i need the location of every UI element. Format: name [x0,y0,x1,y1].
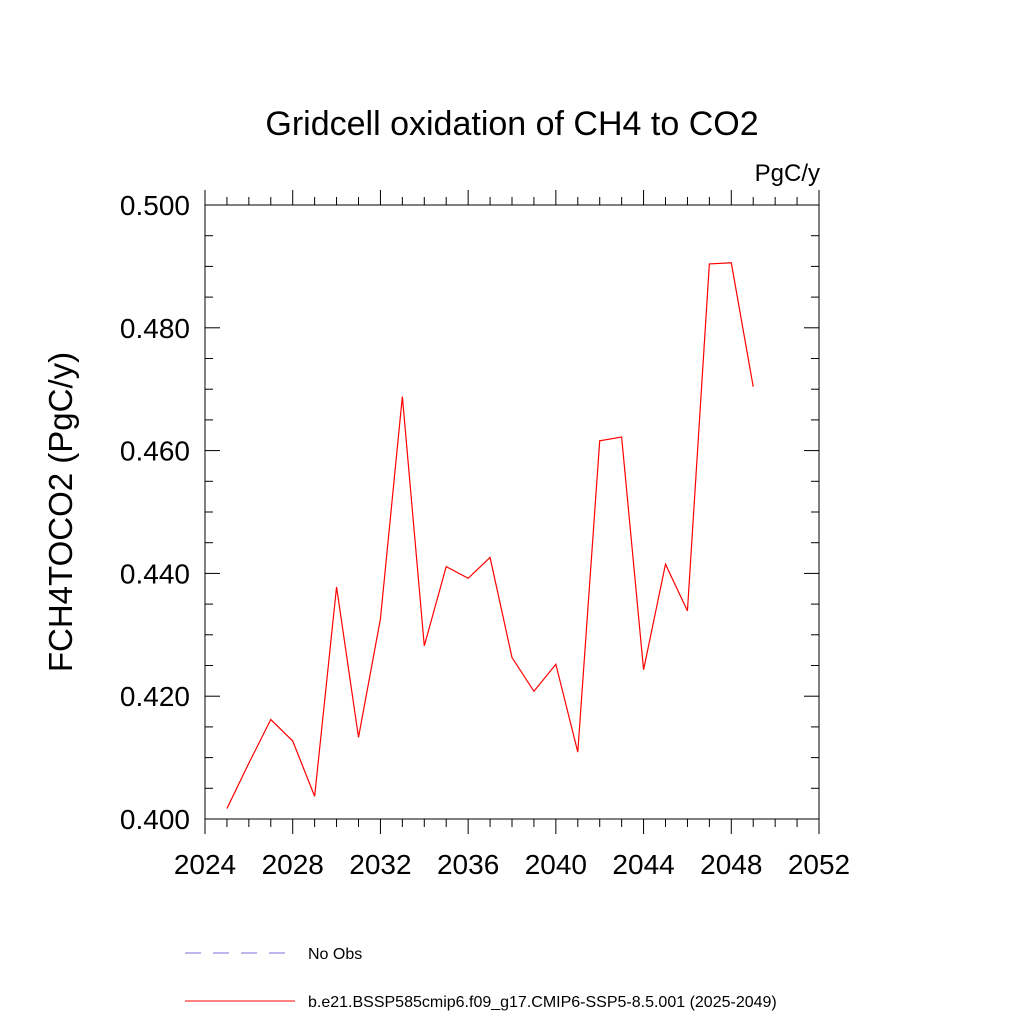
x-tick-label: 2040 [525,849,587,880]
plot-frame [204,204,820,820]
y-tick-label: 0.400 [120,804,190,835]
y-axis-label: FCH4TOCO2 (PgC/y) [42,352,79,672]
y-tick-label: 0.440 [120,558,190,589]
x-tick-label: 2028 [262,849,324,880]
y-tick-label: 0.480 [120,313,190,344]
x-tick-label: 2044 [612,849,674,880]
y-tick-label: 0.460 [120,436,190,467]
chart-title: Gridcell oxidation of CH4 to CO2 [265,105,758,143]
x-tick-label: 2024 [174,849,236,880]
legend-label: No Obs [308,946,362,963]
tick-labels: 2024 2028 2032 2036 2040 2044 2048 2052 0.400 0.4… [120,190,850,880]
series-layer [226,262,754,809]
legend: No Obs b.e21.BSSP585cmip6.f09_g17.CMIP6-S… [185,946,777,1011]
units-label: PgC/y [755,160,820,187]
x-tick-label: 2036 [437,849,499,880]
x-tick-label: 2048 [700,849,762,880]
legend-label: b.e21.BSSP585cmip6.f09_g17.CMIP6-SSP5-8.… [308,994,777,1011]
axis-ticks [204,190,820,834]
y-tick-label: 0.420 [120,681,190,712]
y-tick-label: 0.500 [120,190,190,221]
series-line [226,262,754,809]
x-tick-label: 2052 [788,849,850,880]
x-tick-label: 2032 [349,849,411,880]
